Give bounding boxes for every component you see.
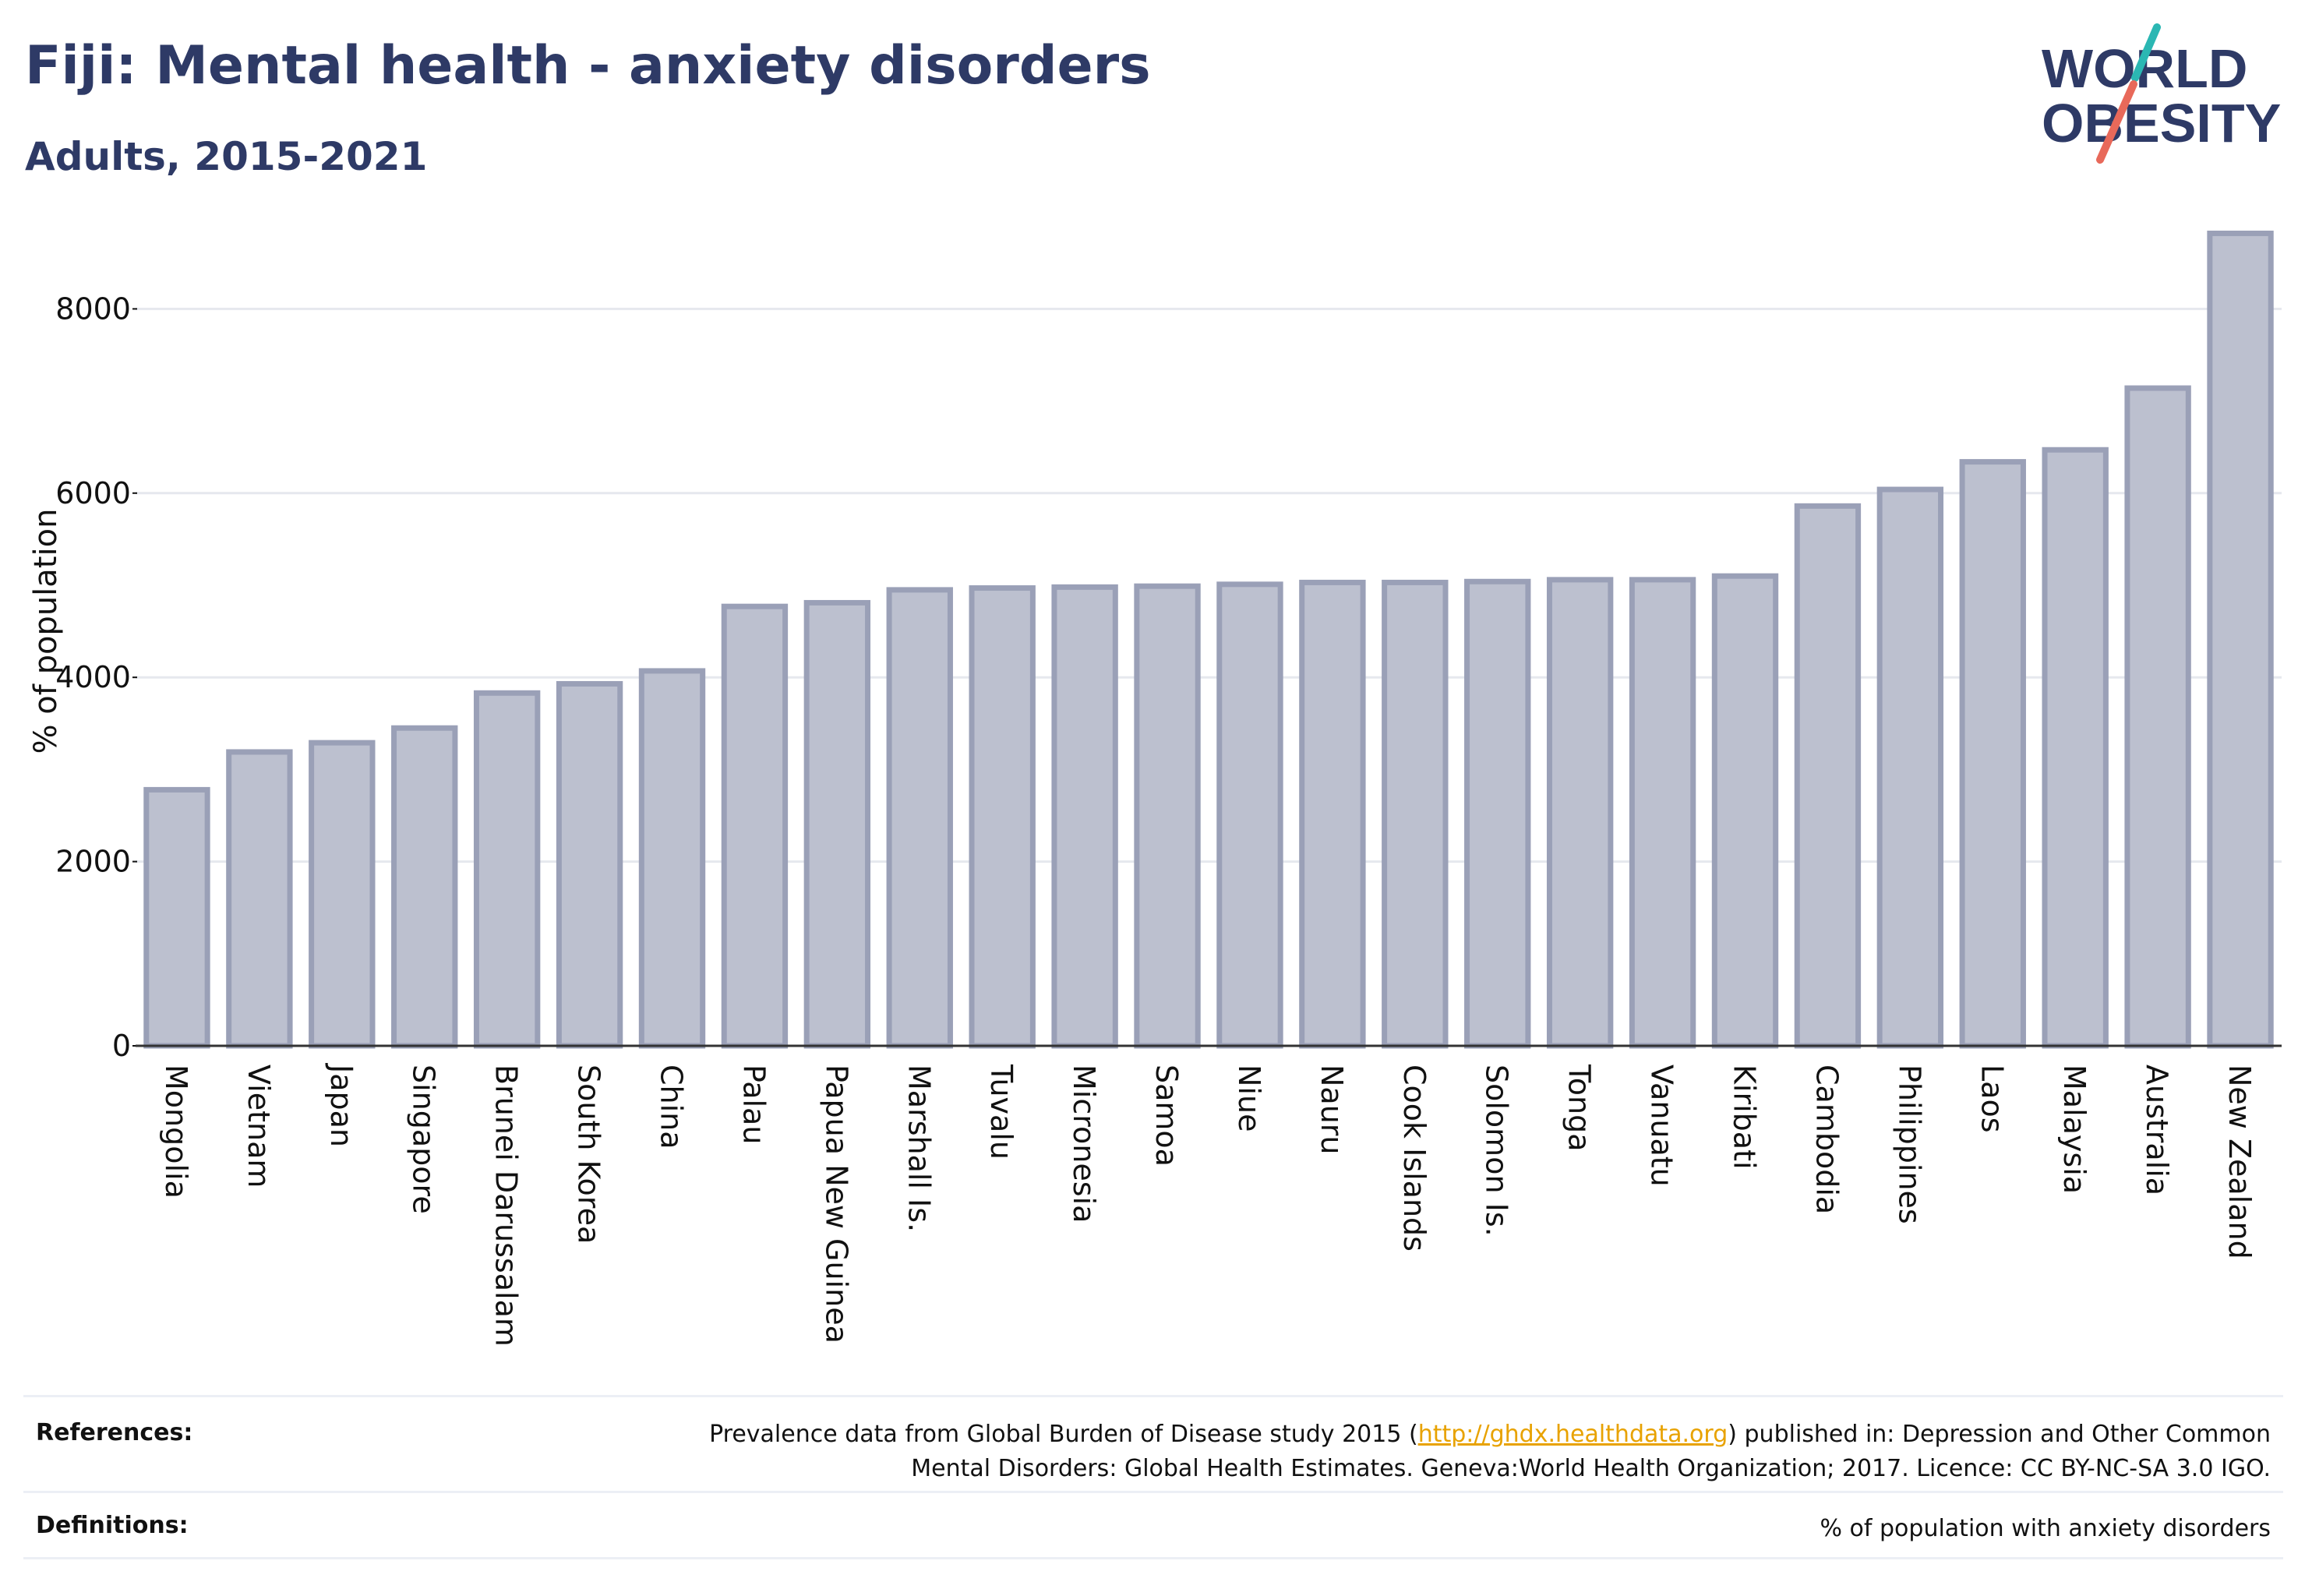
x-tick-label: New Zealand: [2222, 1065, 2257, 1259]
references-text-mid: ) published in: Depression and Other Com…: [1728, 1421, 2271, 1448]
references-text: Prevalence data from Global Burden of Di…: [556, 1418, 2271, 1485]
x-tick-label: Marshall Is.: [902, 1065, 936, 1232]
bar[interactable]: [2124, 385, 2191, 1049]
y-axis-title: % of population: [28, 509, 64, 754]
x-tick-label: Singapore: [407, 1065, 441, 1214]
references-row: References: Prevalence data from Global …: [23, 1395, 2283, 1491]
bar[interactable]: [721, 603, 789, 1049]
bar[interactable]: [1959, 459, 2026, 1049]
bar[interactable]: [1546, 577, 1614, 1049]
x-tick-label: Nauru: [1315, 1065, 1349, 1155]
definitions-row: Definitions: % of population with anxiet…: [23, 1491, 2283, 1557]
logo-line2: OBESITY: [2042, 93, 2281, 154]
axes: 0 2000 4000 6000 8000 Mongolia Vietnam Japan Sin…: [55, 291, 2282, 1347]
bar-chart: 0 2000 4000 6000 8000 Mongolia Vietnam Japan Sin…: [28, 230, 2282, 1347]
x-tick-label: South Korea: [572, 1065, 606, 1244]
bar[interactable]: [473, 690, 541, 1049]
bar[interactable]: [1299, 579, 1366, 1049]
bar[interactable]: [1711, 573, 1779, 1049]
bar[interactable]: [2207, 230, 2274, 1049]
x-tick-label: Malaysia: [2057, 1065, 2091, 1194]
bar[interactable]: [1794, 503, 1862, 1049]
bar[interactable]: [309, 740, 376, 1049]
bar[interactable]: [143, 786, 210, 1049]
references-text-line2: Mental Disorders: Global Health Estimate…: [911, 1454, 2271, 1482]
x-tick-label: Japan: [324, 1063, 358, 1147]
bar[interactable]: [886, 587, 953, 1049]
x-tick-label: China: [655, 1065, 689, 1149]
world-obesity-logo: WORLD OBESITY: [2042, 23, 2281, 164]
bar[interactable]: [803, 599, 871, 1049]
bars: [143, 230, 2274, 1049]
x-tick-label: Tonga: [1562, 1064, 1597, 1152]
bar[interactable]: [1134, 583, 1201, 1049]
y-tick-label: 2000: [55, 845, 131, 879]
bar[interactable]: [2042, 447, 2109, 1049]
definitions-text: % of population with anxiety disorders: [1820, 1515, 2271, 1542]
x-tick-label: Cambodia: [1809, 1065, 1844, 1214]
references-link[interactable]: http://ghdx.healthdata.org: [1417, 1421, 1728, 1448]
x-tick-label: Samoa: [1149, 1065, 1184, 1167]
chart-title: Fiji: Mental health - anxiety disorders: [25, 35, 1151, 97]
bar[interactable]: [1382, 579, 1449, 1049]
x-tick-label: Mongolia: [159, 1065, 193, 1199]
bar[interactable]: [556, 680, 623, 1049]
bar[interactable]: [1051, 584, 1118, 1049]
x-tick-label: Laos: [1975, 1065, 2009, 1133]
x-tick-label: Micronesia: [1067, 1065, 1101, 1223]
bar[interactable]: [969, 585, 1036, 1049]
x-tick-label: Brunei Darussalam: [489, 1065, 524, 1347]
x-tick-label: Vanuatu: [1645, 1065, 1679, 1187]
x-tick-label: Tuvalu: [984, 1064, 1018, 1160]
bar[interactable]: [226, 749, 293, 1049]
bar[interactable]: [638, 668, 706, 1049]
x-tick-label: Philippines: [1892, 1065, 1926, 1224]
x-tick-label: Niue: [1232, 1065, 1266, 1132]
x-tick-label: Vietnam: [242, 1065, 276, 1188]
bar[interactable]: [1876, 486, 1944, 1049]
logo-slash-teal: [2131, 23, 2161, 82]
y-tick-label: 4000: [55, 660, 131, 694]
chart-subtitle: Adults, 2015-2021: [25, 134, 428, 179]
references-label: References:: [36, 1419, 193, 1446]
footer-divider: [23, 1557, 2283, 1560]
bar[interactable]: [1464, 578, 1531, 1049]
bar[interactable]: [391, 725, 458, 1049]
logo-slash-coral: [2096, 80, 2137, 164]
x-tick-label: Kiribati: [1728, 1065, 1762, 1170]
y-tick-label: 6000: [55, 476, 131, 510]
x-tick-label: Papua New Guinea: [819, 1065, 853, 1344]
x-tick-label: Palau: [736, 1065, 771, 1144]
x-tick-label: Solomon Is.: [1480, 1065, 1514, 1237]
footer: References: Prevalence data from Global …: [23, 1395, 2283, 1560]
bar[interactable]: [1629, 577, 1696, 1049]
definitions-label: Definitions:: [36, 1512, 189, 1539]
y-tick-label: 0: [112, 1029, 131, 1063]
x-tick-label: Australia: [2140, 1065, 2174, 1195]
y-tick-label: 8000: [55, 291, 131, 326]
x-tick-label: Cook Islands: [1397, 1065, 1431, 1252]
bar[interactable]: [1216, 581, 1283, 1049]
references-text-start: Prevalence data from Global Burden of Di…: [709, 1421, 1418, 1448]
